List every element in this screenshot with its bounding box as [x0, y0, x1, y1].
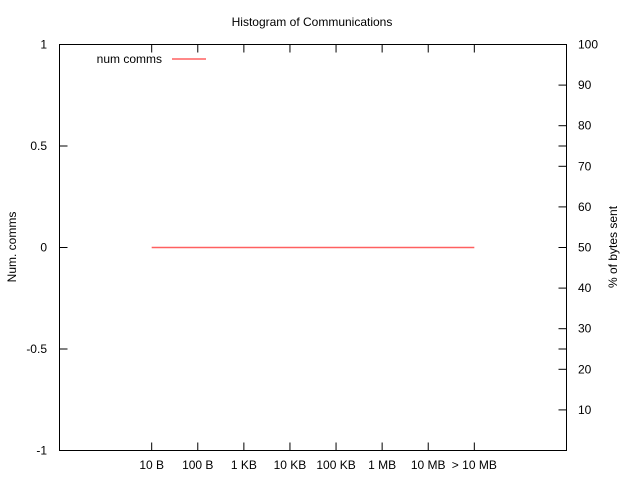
- right-axis: 10 20 30 40 50 60 70 80 90 100: [558, 38, 598, 417]
- y-axis-label: Num. comms: [5, 212, 19, 283]
- x-tick-label: > 10 MB: [452, 458, 497, 472]
- x-axis: 10 B 100 B 1 KB 10 KB 100 KB 1 MB 10 MB > 10 MB: [139, 44, 497, 472]
- right-tick-label: 30: [578, 322, 592, 336]
- right-tick-label: 80: [578, 119, 592, 133]
- x-tick-label: 100 B: [182, 458, 213, 472]
- left-tick-label: 1: [40, 38, 47, 52]
- right-tick-label: 100: [578, 38, 598, 52]
- right-tick-label: 90: [578, 78, 592, 92]
- y2-axis-label: % of bytes sent: [606, 205, 620, 288]
- x-tick-label: 1 KB: [231, 458, 257, 472]
- left-tick-label: 0: [40, 241, 47, 255]
- right-tick-label: 60: [578, 200, 592, 214]
- left-tick-label: -1: [36, 444, 47, 458]
- legend: num comms: [97, 52, 206, 66]
- x-tick-label: 1 MB: [368, 458, 396, 472]
- chart-title: Histogram of Communications: [232, 15, 393, 29]
- x-tick-label: 10 MB: [411, 458, 446, 472]
- x-tick-label: 10 B: [139, 458, 164, 472]
- right-tick-label: 10: [578, 403, 592, 417]
- right-tick-label: 20: [578, 362, 592, 376]
- left-axis: -1 -0.5 0 0.5 1: [26, 38, 567, 458]
- x-tick-label: 100 KB: [316, 458, 355, 472]
- left-tick-label: 0.5: [30, 139, 47, 153]
- left-tick-label: -0.5: [26, 342, 47, 356]
- legend-entry-num-comms: num comms: [97, 52, 162, 66]
- right-tick-label: 50: [578, 241, 592, 255]
- x-tick-label: 10 KB: [274, 458, 307, 472]
- right-tick-label: 70: [578, 159, 592, 173]
- right-tick-label: 40: [578, 281, 592, 295]
